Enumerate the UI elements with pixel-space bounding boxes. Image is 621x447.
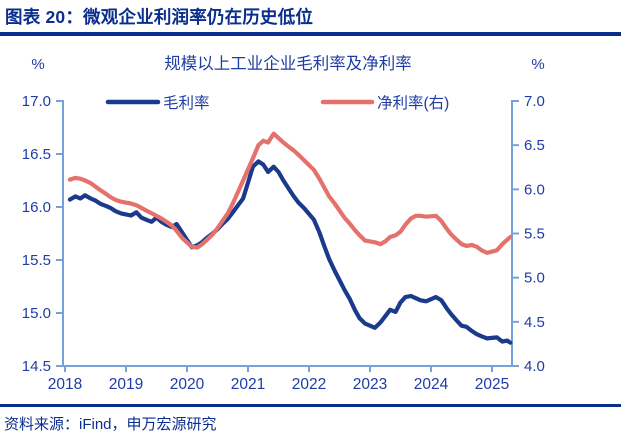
net-margin-line bbox=[67, 131, 513, 255]
x-axis-year-label: 2018 bbox=[48, 376, 82, 393]
x-axis-year-label: 2022 bbox=[292, 376, 326, 393]
right-axis-tick-label: 4.0 bbox=[524, 358, 545, 375]
left-axis-tick-label: 15.5 bbox=[22, 252, 51, 269]
x-axis-year-label: 2019 bbox=[109, 376, 143, 393]
chart-subtitle: 规模以上工业企业毛利率及净利率 bbox=[164, 54, 412, 73]
x-axis-year-label: 2024 bbox=[414, 376, 449, 393]
gross-margin-line bbox=[67, 159, 513, 345]
x-axis-year-label: 2020 bbox=[170, 376, 205, 393]
source-note: 资料来源：iFind，申万宏源研究 bbox=[4, 416, 217, 433]
right-axis-tick-label: 6.0 bbox=[524, 181, 545, 198]
legend-label-net-margin: 净利率(右) bbox=[377, 94, 449, 112]
footer-divider bbox=[0, 404, 621, 407]
x-axis-year-label: 2025 bbox=[475, 376, 509, 393]
figure-title: 图表 20：微观企业利润率仍在历史低位 bbox=[5, 7, 314, 27]
left-axis-tick-label: 14.5 bbox=[22, 358, 51, 375]
x-axis-year-label: 2021 bbox=[231, 376, 265, 393]
left-axis-tick-label: 16.0 bbox=[22, 199, 51, 216]
left-axis-tick-label: 16.5 bbox=[22, 146, 51, 163]
right-axis-tick-label: 6.5 bbox=[524, 137, 545, 154]
legend-label-gross-margin: 毛利率 bbox=[163, 94, 210, 112]
x-axis-year-label: 2023 bbox=[353, 376, 387, 393]
left-axis-tick-label: 17.0 bbox=[22, 93, 51, 110]
right-axis-unit: % bbox=[531, 56, 544, 73]
right-axis-tick-label: 4.5 bbox=[524, 314, 545, 331]
left-axis-tick-label: 15.0 bbox=[22, 305, 51, 322]
right-axis-tick-label: 5.5 bbox=[524, 226, 545, 243]
right-axis-tick-label: 7.0 bbox=[524, 93, 545, 110]
right-axis-tick-label: 5.0 bbox=[524, 270, 545, 287]
left-axis-unit: % bbox=[31, 56, 44, 73]
title-underline bbox=[0, 32, 621, 36]
